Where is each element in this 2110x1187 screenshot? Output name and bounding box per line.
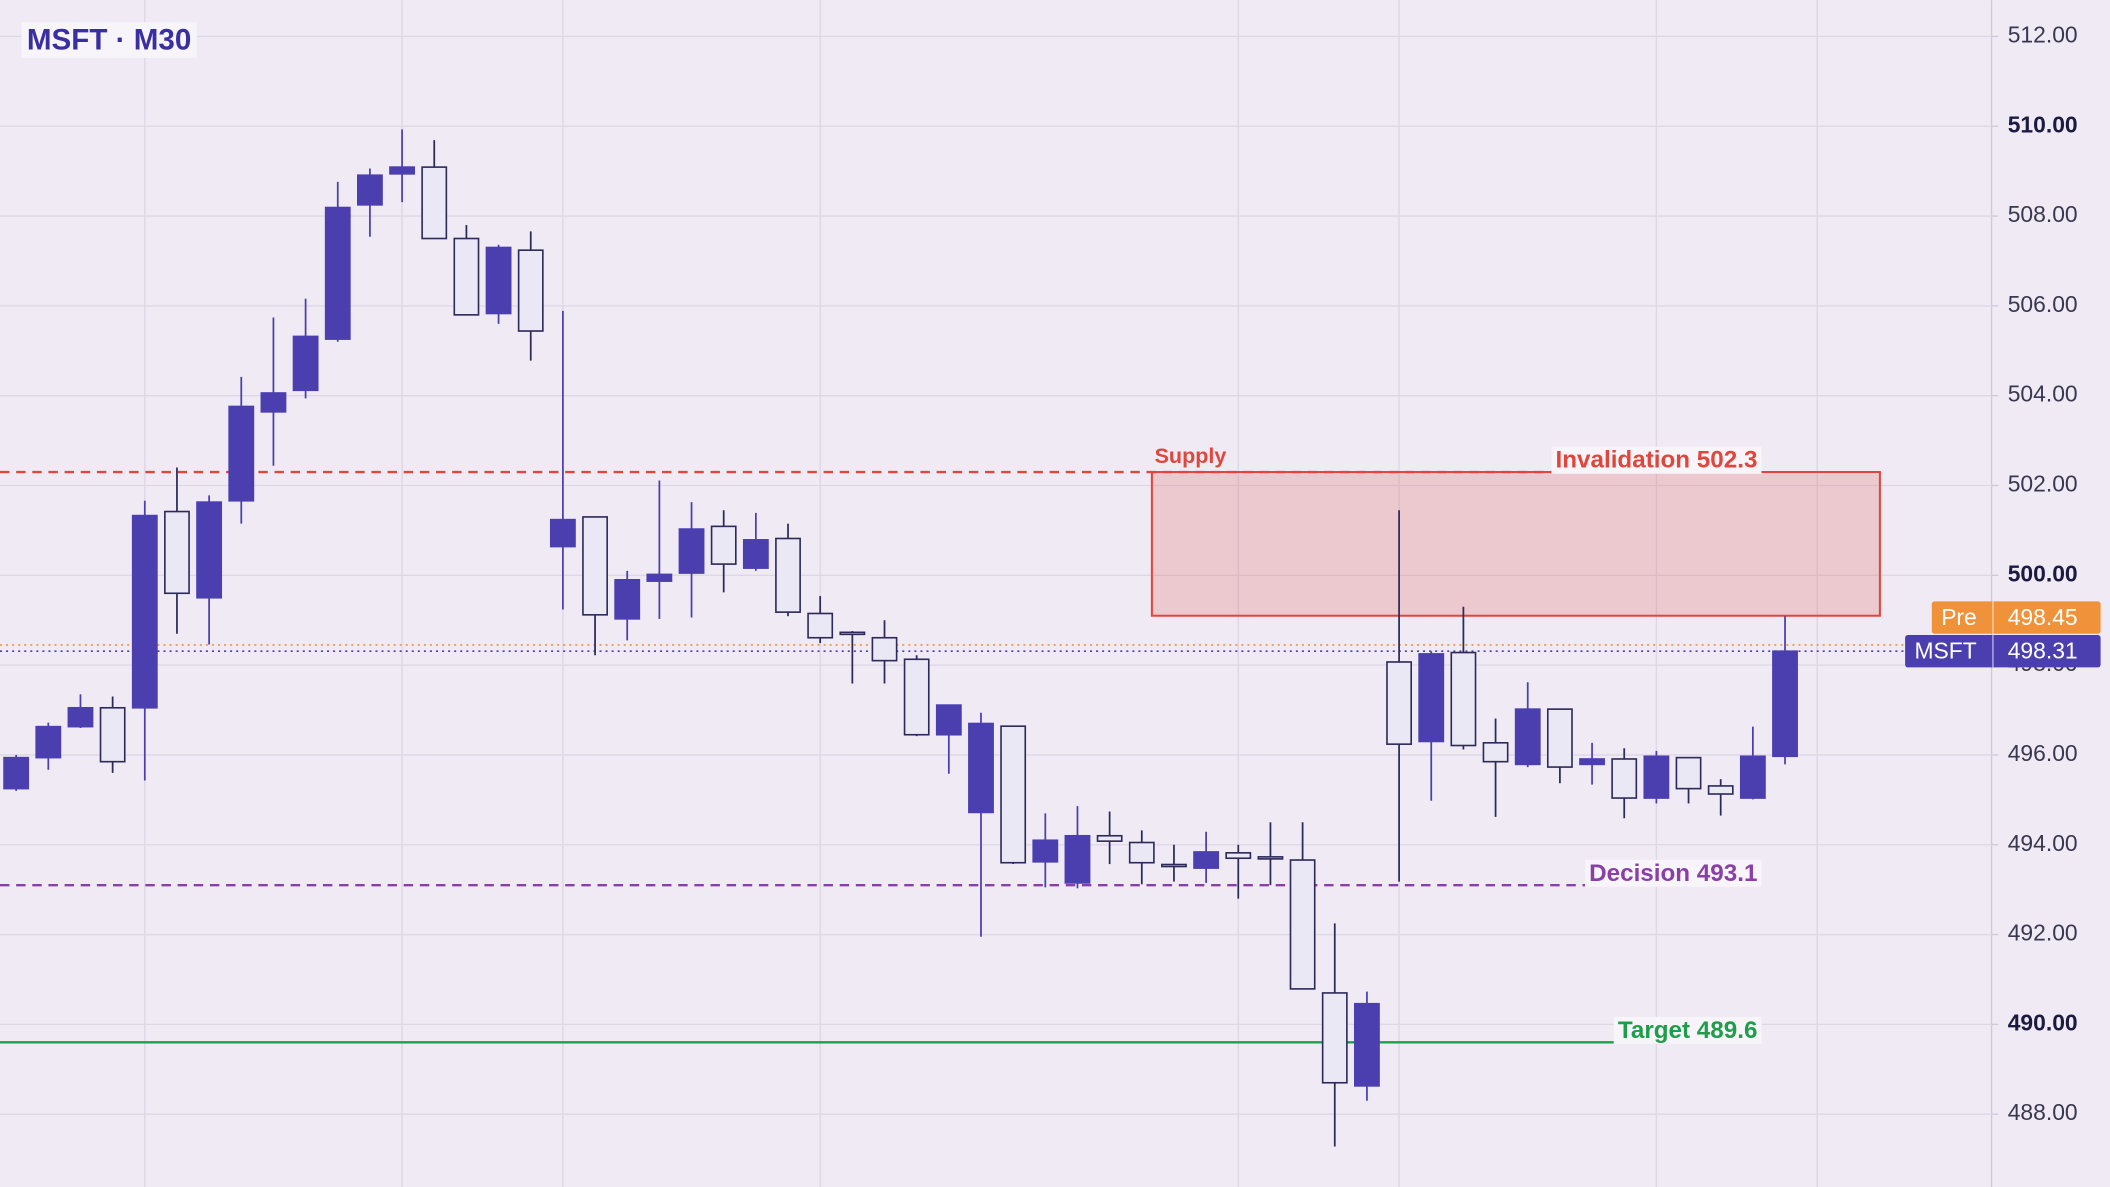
candle-body	[1772, 650, 1798, 758]
candle-body	[1450, 651, 1477, 747]
candle-body	[389, 166, 416, 175]
candle-body	[1611, 758, 1638, 799]
candle-body	[1514, 708, 1541, 766]
y-tick-label: 512.00	[2008, 21, 2078, 47]
candle-body	[1354, 1002, 1380, 1087]
y-tick-label: 490.00	[2008, 1009, 2078, 1035]
candle-body	[357, 174, 383, 206]
candle-body	[1707, 785, 1734, 795]
y-tick-label: 508.00	[2008, 201, 2078, 227]
candle-body	[164, 510, 190, 595]
candle-body	[1225, 852, 1252, 860]
price-label-value: 498.45	[2008, 604, 2078, 630]
candle-body	[67, 706, 94, 728]
candle-body	[196, 501, 223, 599]
candle-body	[1032, 839, 1059, 863]
candle-body	[1546, 708, 1573, 768]
chart-title: MSFT · M30	[27, 24, 191, 57]
candle-body	[1739, 755, 1766, 799]
level-label: Decision 493.1	[1589, 860, 1757, 887]
candle-body	[935, 704, 962, 736]
candle-body	[517, 249, 544, 332]
candle-body	[968, 722, 994, 814]
y-tick-label: 494.00	[2008, 830, 2078, 856]
candle-body	[1128, 841, 1155, 864]
candle-body	[1289, 859, 1316, 990]
candle-body	[678, 528, 705, 574]
price-label: Pre 498.45	[1931, 601, 2101, 634]
candle-body	[260, 392, 287, 413]
y-tick-label: 488.00	[2008, 1099, 2078, 1125]
candle-body	[421, 166, 448, 240]
candle-body	[35, 725, 62, 759]
candle-body	[1579, 758, 1605, 766]
candle-body	[1643, 755, 1670, 799]
y-tick-label: 492.00	[2008, 920, 2078, 946]
zone-label: Supply	[1155, 444, 1227, 468]
level-label: Invalidation 502.3	[1556, 447, 1758, 474]
candle-body	[1161, 863, 1187, 868]
level-label-bg	[1613, 1016, 1762, 1044]
candle-body	[903, 658, 930, 736]
candle-body	[228, 405, 255, 502]
price-label-value: 498.31	[2008, 638, 2078, 664]
candle-body	[131, 514, 158, 709]
price-label-name: MSFT	[1915, 638, 1977, 664]
price-label-box	[1931, 601, 2101, 634]
candle-body	[1064, 834, 1091, 884]
candle-body	[1675, 756, 1702, 790]
candle-body	[1193, 851, 1220, 869]
level-label-bg	[1551, 446, 1762, 474]
candle-body	[1386, 661, 1413, 745]
candle-body	[614, 578, 641, 620]
y-tick-label: 506.00	[2008, 291, 2078, 317]
candle-body	[710, 525, 737, 565]
candle-body	[582, 516, 608, 616]
price-label-name: Pre	[1941, 604, 1977, 630]
level-label-bg	[1585, 859, 1762, 887]
candle-body	[292, 335, 319, 392]
y-tick-label: 502.00	[2008, 471, 2078, 497]
title-bg	[21, 22, 197, 58]
candle-body	[1000, 725, 1027, 864]
candle-body	[646, 573, 673, 582]
candle-body	[99, 706, 126, 763]
candle-body	[871, 636, 898, 662]
price-label-box	[1905, 635, 2101, 668]
supply-zone	[1150, 471, 1881, 617]
candle-body	[807, 612, 834, 639]
y-tick-label: 500.00	[2008, 560, 2078, 586]
candle-body	[1257, 856, 1284, 860]
candle-body	[549, 518, 576, 548]
candle-body	[1096, 834, 1123, 842]
candle-body	[742, 539, 769, 569]
candle-body	[1321, 992, 1348, 1084]
candle-body	[453, 237, 480, 316]
candle-body	[1482, 742, 1509, 763]
level-label: Target 489.6	[1618, 1017, 1758, 1044]
candle-body	[3, 756, 30, 790]
price-label: MSFT 498.31	[1905, 635, 2101, 668]
candle-body	[775, 537, 801, 613]
y-tick-label: 504.00	[2008, 381, 2078, 407]
candle-body	[839, 631, 866, 636]
candle-body	[485, 246, 512, 315]
y-tick-label: 510.00	[2008, 111, 2078, 137]
candle-body	[324, 206, 351, 340]
y-tick-label: 496.00	[2008, 740, 2078, 766]
candle-body	[1418, 653, 1445, 743]
